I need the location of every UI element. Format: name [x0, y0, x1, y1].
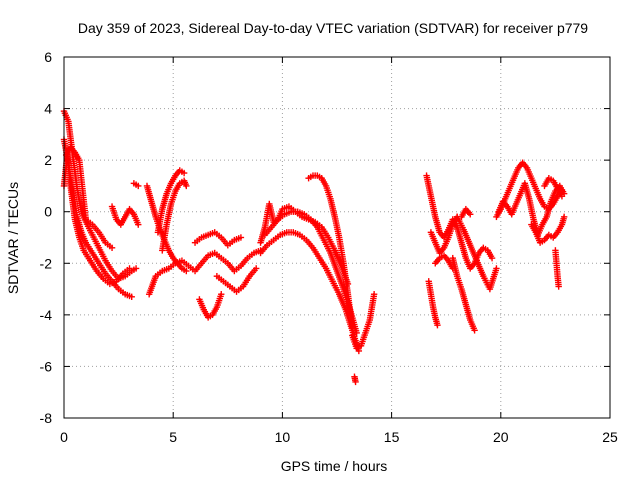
data-point — [352, 378, 359, 386]
data-point — [353, 329, 360, 337]
y-axis-label: SDTVAR / TECUs — [5, 182, 21, 294]
plot-frame — [63, 56, 611, 419]
data-point — [370, 291, 378, 298]
data-points — [60, 107, 568, 386]
data-point — [471, 327, 478, 334]
x-tick-label: 10 — [275, 429, 291, 445]
data-point — [128, 293, 135, 301]
x-axis-label: GPS time / hours — [281, 458, 388, 474]
x-tick-labels: 0 5 10 15 20 25 — [60, 429, 618, 445]
y-tick-labels: -8 -6 -4 -2 0 2 4 6 — [40, 49, 53, 426]
data-point — [135, 182, 142, 190]
x-tick-label: 20 — [493, 429, 509, 445]
x-tick-label: 5 — [169, 429, 177, 445]
data-point — [488, 254, 496, 262]
x-tick-label: 0 — [60, 429, 68, 445]
y-tick-label: 2 — [44, 152, 52, 168]
data-point — [180, 169, 188, 177]
data-point — [132, 265, 140, 272]
y-tick-label: -2 — [40, 255, 53, 271]
data-point — [558, 193, 566, 200]
chart-title: Day 359 of 2023, Sidereal Day-to-day VTE… — [78, 20, 588, 36]
data-point — [560, 213, 568, 221]
y-tick-label: -4 — [40, 307, 53, 323]
y-tick-label: -8 — [40, 410, 53, 426]
data-point — [493, 265, 500, 272]
y-tick-label: 4 — [44, 101, 52, 117]
data-point — [237, 234, 245, 241]
data-point — [467, 211, 474, 218]
x-tick-label: 25 — [602, 429, 618, 445]
data-point — [218, 291, 225, 298]
data-point — [555, 283, 562, 290]
y-tick-label: -6 — [40, 358, 53, 374]
y-tick-label: 6 — [44, 49, 52, 65]
data-point — [434, 321, 441, 329]
data-point — [126, 265, 133, 272]
data-point — [108, 244, 116, 252]
data-point — [252, 265, 260, 272]
data-point — [349, 324, 356, 331]
data-point — [183, 267, 190, 275]
x-tick-label: 15 — [384, 429, 400, 445]
data-point — [135, 221, 142, 228]
data-point — [183, 182, 190, 190]
y-tick-label: 0 — [44, 204, 52, 220]
